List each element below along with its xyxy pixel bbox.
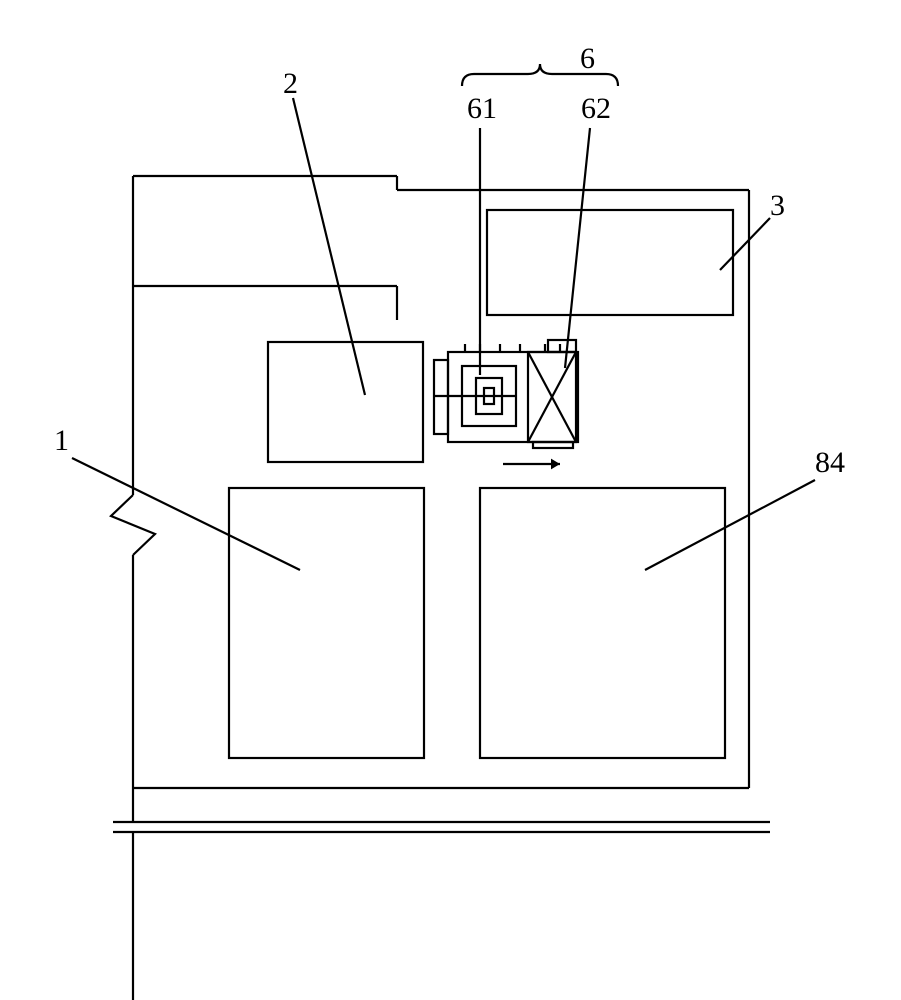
label-L6: 6 (580, 42, 595, 75)
leader-L62 (565, 128, 590, 368)
base-bar (113, 822, 770, 832)
label-L1: 1 (54, 424, 69, 457)
leaders (72, 98, 815, 570)
label-L61: 61 (467, 92, 497, 125)
device-6 (434, 340, 578, 469)
left-wall (111, 176, 155, 822)
label-L62: 62 (581, 92, 611, 125)
rect-84 (480, 488, 725, 758)
break-symbol (111, 495, 155, 555)
labels: 1 2 6 61 62 3 84 (54, 42, 845, 479)
outline (133, 176, 749, 788)
label-L2: 2 (283, 67, 298, 100)
rect-1 (229, 488, 424, 758)
rect-3 (487, 210, 733, 315)
leader-L2 (293, 98, 365, 395)
label-L3: 3 (770, 189, 785, 222)
label-L84: 84 (815, 446, 845, 479)
leader-L3 (720, 218, 770, 270)
leader-L1 (72, 458, 300, 570)
rect-2 (268, 342, 423, 462)
leader-L84 (645, 480, 815, 570)
